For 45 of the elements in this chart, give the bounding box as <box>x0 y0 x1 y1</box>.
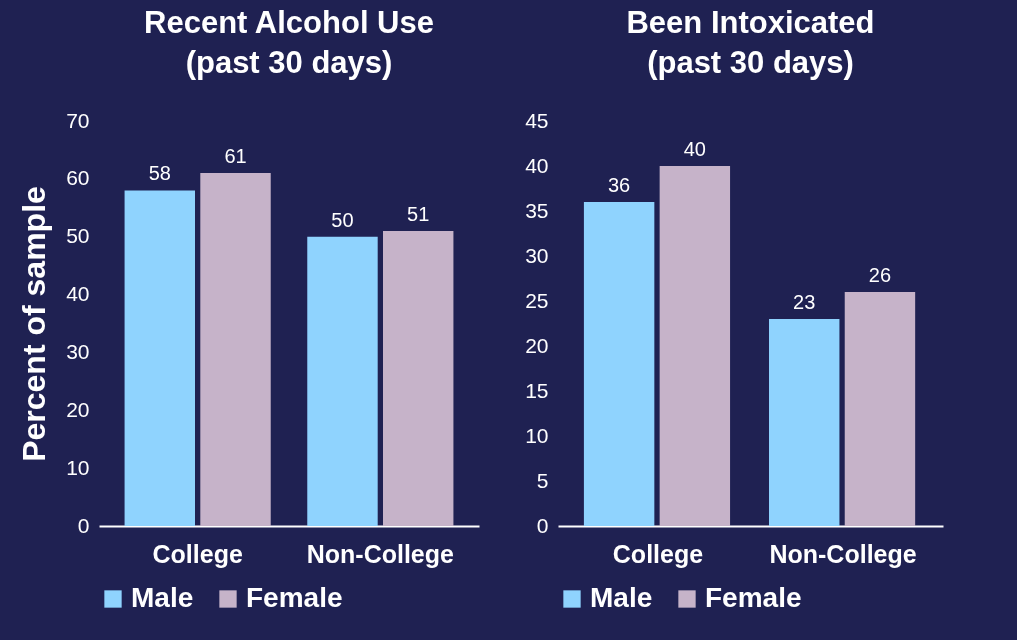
x-tick-label: College <box>152 539 243 568</box>
y-tick-label: 10 <box>525 423 549 447</box>
x-tick-label: Non-College <box>769 539 917 568</box>
y-tick-label: 35 <box>525 198 549 222</box>
bar <box>583 202 655 526</box>
y-tick-label: 50 <box>66 224 90 248</box>
y-tick-label: 25 <box>525 288 549 312</box>
y-tick-label: 40 <box>66 282 90 306</box>
y-tick-label: 5 <box>536 468 549 492</box>
bar <box>659 166 731 526</box>
y-tick-label: 0 <box>77 513 90 537</box>
y-tick-label: 40 <box>525 153 549 177</box>
bar <box>200 173 271 526</box>
legend-label: Male <box>131 582 194 613</box>
bar <box>383 230 454 526</box>
data-label: 50 <box>331 208 354 231</box>
y-tick-label: 60 <box>66 166 90 190</box>
chart-title: Been Intoxicated (past 30 days) <box>626 5 875 80</box>
x-tick-label: Non-College <box>306 539 455 568</box>
chart-title: Recent Alcohol Use (past 30 days) <box>144 5 434 80</box>
bar <box>307 236 378 526</box>
data-label: 51 <box>407 202 430 225</box>
y-tick-label: 30 <box>525 243 549 267</box>
y-tick-label: 70 <box>66 108 90 132</box>
y-tick-label: 20 <box>66 397 90 421</box>
bar <box>844 292 916 526</box>
y-tick-label: 15 <box>525 378 549 402</box>
bar <box>769 319 840 526</box>
y-tick-label: 45 <box>525 108 549 132</box>
y-tick-label: 20 <box>525 333 549 357</box>
data-label: 26 <box>868 264 892 286</box>
y-tick-label: 30 <box>66 339 90 363</box>
data-label: 36 <box>608 174 631 196</box>
y-tick-label: 0 <box>536 513 549 537</box>
data-label: 61 <box>224 145 247 168</box>
legend-label: Female <box>705 582 802 613</box>
data-label: 40 <box>683 138 706 160</box>
data-label: 58 <box>148 162 171 185</box>
legend-label: Male <box>590 582 653 613</box>
bar <box>124 190 195 526</box>
y-axis-title: Percent of sample <box>16 186 53 462</box>
y-tick-label: 10 <box>66 455 90 479</box>
data-label: 23 <box>793 291 816 313</box>
legend-label: Female <box>246 582 343 613</box>
x-tick-label: College <box>612 539 704 568</box>
